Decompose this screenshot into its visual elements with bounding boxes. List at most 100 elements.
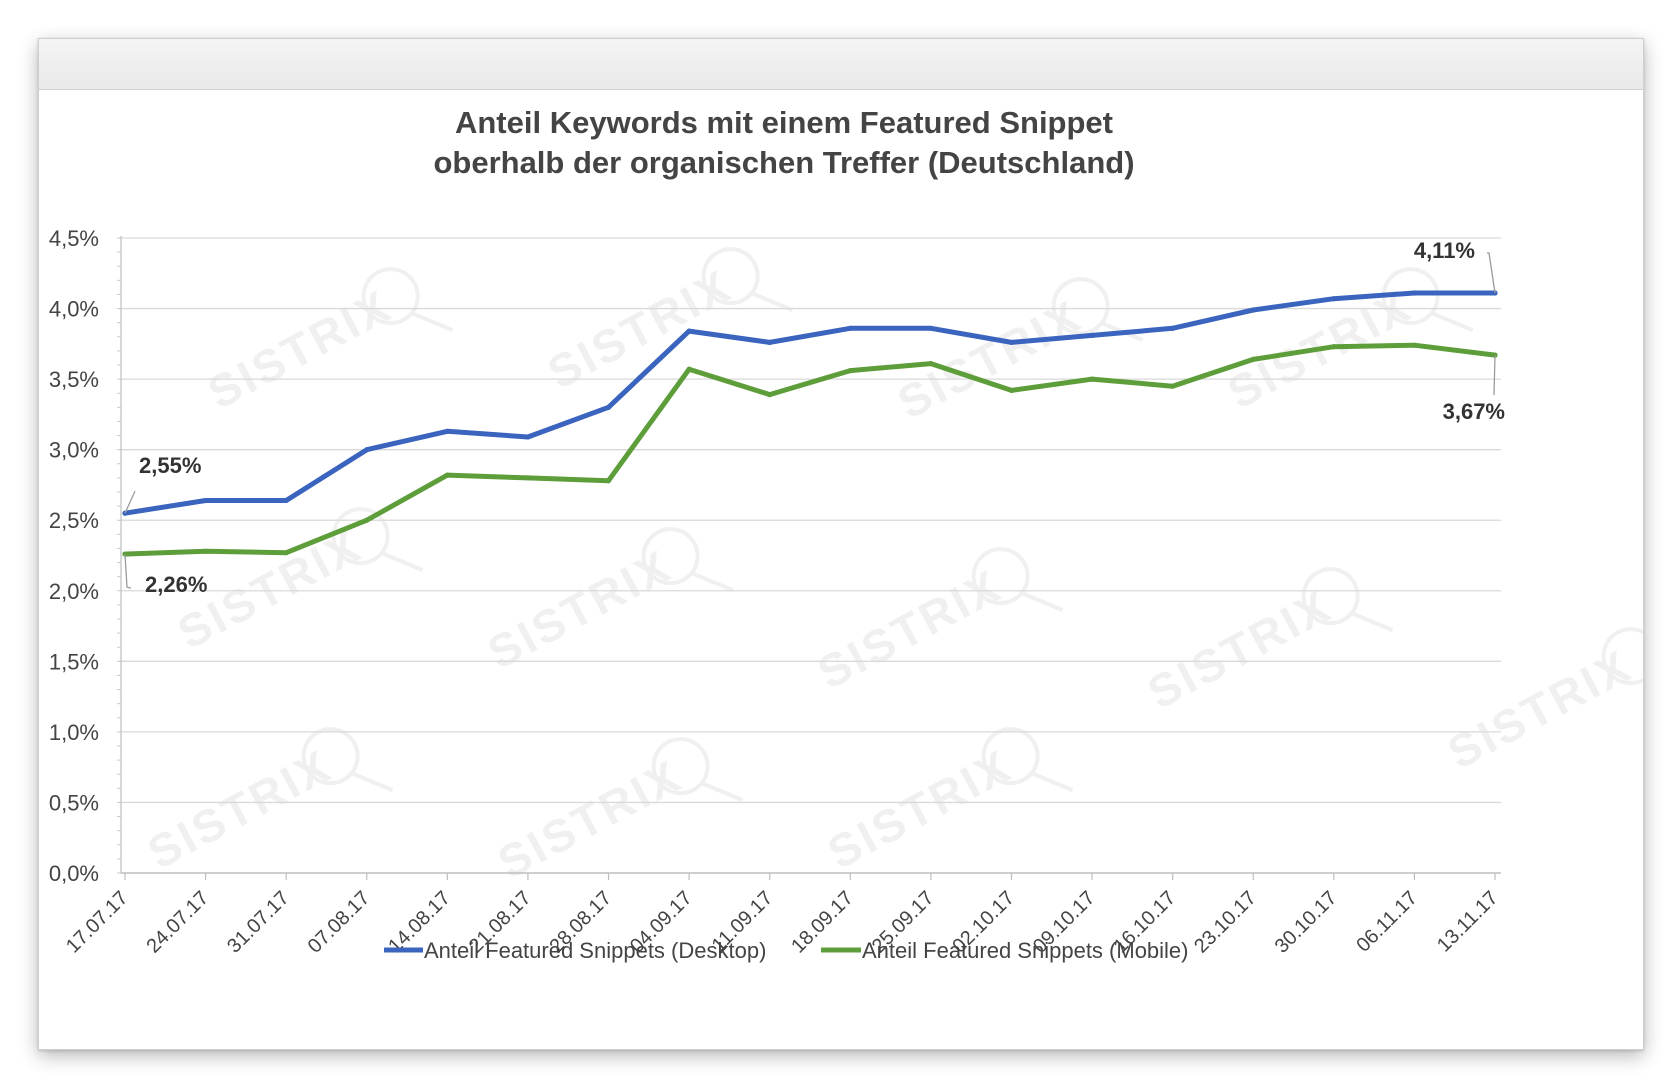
line-chart: SISTRIX SISTRIX SISTRIX SISTRIX SISTRIX SISTR… — [49, 105, 1676, 963]
data-point — [1170, 383, 1176, 389]
y-tick-label: 1,5% — [49, 649, 99, 674]
data-point — [1331, 344, 1337, 350]
x-tick-label: 07.08.17 — [304, 887, 375, 958]
magnifier-icon-handle — [700, 781, 744, 802]
watermark: SISTRIX — [889, 277, 1144, 429]
data-point — [122, 551, 128, 557]
watermark-text: SISTRIX — [1439, 639, 1640, 779]
x-tick-label: 30.10.17 — [1271, 887, 1342, 958]
data-point — [202, 548, 209, 554]
watermark-text: SISTRIX — [819, 739, 1020, 879]
data-labels: 2,55% 2,26% 4,11% 3,67% — [124, 238, 1505, 597]
watermark: SISTRIX — [809, 547, 1064, 699]
data-point — [1331, 296, 1337, 302]
magnifier-icon — [981, 727, 1074, 792]
watermark-layer: SISTRIX SISTRIX SISTRIX SISTRIX SISTRIX SISTR… — [139, 247, 1676, 889]
data-point — [1250, 356, 1256, 362]
magnifier-icon-handle — [410, 311, 454, 332]
watermark-text: SISTRIX — [809, 559, 1010, 699]
x-tick-label: 18.09.17 — [787, 887, 858, 958]
magnifier-icon-handle — [750, 291, 794, 312]
watermark: SISTRIX — [489, 737, 744, 889]
watermark: SISTRIX — [1439, 627, 1676, 779]
data-point — [525, 475, 531, 481]
magnifier-icon-handle — [1020, 591, 1064, 612]
chart-title-line-1: Anteil Keywords mit einem Featured Snipp… — [455, 105, 1113, 140]
data-point — [202, 497, 209, 504]
y-tick-label: 3,5% — [49, 367, 99, 392]
data-point — [605, 404, 612, 410]
y-tick-label: 0,0% — [49, 861, 99, 886]
magnifier-icon — [651, 737, 744, 802]
x-tick-label: 17.07.17 — [62, 887, 133, 958]
data-point — [1411, 290, 1418, 296]
data-point — [847, 368, 853, 374]
magnifier-icon-handle — [1350, 611, 1394, 632]
data-point — [525, 434, 531, 440]
magnifier-icon-lens — [1051, 277, 1110, 336]
series-layer — [122, 290, 1498, 557]
watermark-text: SISTRIX — [479, 539, 680, 679]
watermark-text: SISTRIX — [139, 739, 340, 879]
y-tick-label: 0,5% — [49, 790, 99, 815]
chart-title-line-2: oberhalb der organischen Treffer (Deutsc… — [433, 145, 1134, 180]
data-point — [444, 472, 450, 478]
data-point — [928, 325, 934, 331]
magnifier-icon-lens — [981, 727, 1040, 786]
series-line-mobile — [122, 342, 1498, 557]
data-point — [1170, 325, 1176, 331]
chart-container: SISTRIX SISTRIX SISTRIX SISTRIX SISTRIX SISTR… — [39, 90, 1676, 1049]
x-tick-label: 31.07.17 — [223, 887, 294, 958]
legend: Anteil Featured Snippets (Desktop) Antei… — [384, 938, 1189, 963]
watermark: SISTRIX — [1139, 567, 1394, 719]
series-line-desktop — [122, 290, 1498, 516]
y-tick-label: 4,5% — [49, 226, 99, 251]
window-titlebar — [39, 39, 1643, 90]
magnifier-icon — [701, 247, 794, 312]
data-point — [283, 497, 289, 504]
magnifier-icon-handle — [1430, 311, 1474, 332]
x-tick-label: 13.11.17 — [1433, 887, 1503, 957]
data-label: 3,67% — [1443, 399, 1505, 424]
data-point — [364, 517, 370, 523]
data-point — [283, 550, 289, 556]
watermark-text: SISTRIX — [889, 289, 1090, 429]
data-label-leader — [124, 490, 136, 514]
watermark: SISTRIX — [479, 527, 734, 679]
magnifier-icon — [361, 267, 454, 332]
magnifier-icon-lens — [1301, 567, 1360, 626]
data-label: 2,55% — [139, 453, 201, 478]
legend-label-mobile: Anteil Featured Snippets (Mobile) — [862, 938, 1189, 963]
y-tick-label: 2,5% — [49, 508, 99, 533]
legend-label-desktop: Anteil Featured Snippets (Desktop) — [424, 938, 766, 963]
magnifier-icon-handle — [1030, 771, 1074, 792]
data-point — [1008, 387, 1015, 393]
data-point — [364, 447, 370, 453]
magnifier-icon-handle — [380, 551, 424, 572]
data-label: 4,11% — [1414, 238, 1475, 263]
data-label-leader — [1493, 355, 1496, 396]
watermark-text: SISTRIX — [489, 749, 690, 889]
data-point — [1411, 342, 1418, 348]
data-point — [928, 360, 934, 367]
magnifier-icon-lens — [641, 527, 700, 586]
data-point — [686, 328, 692, 334]
data-point — [847, 325, 853, 331]
data-point — [686, 366, 692, 372]
magnifier-icon-lens — [971, 547, 1030, 606]
magnifier-icon — [301, 727, 394, 792]
data-label: 2,26% — [145, 572, 207, 597]
y-tick-label: 3,0% — [49, 438, 99, 463]
magnifier-icon-lens — [301, 727, 360, 786]
magnifier-icon-handle — [350, 771, 394, 792]
data-label-leader — [124, 554, 132, 589]
data-label-leader — [1487, 252, 1496, 294]
magnifier-icon-handle — [690, 571, 734, 592]
watermark-text: SISTRIX — [1139, 579, 1340, 719]
data-point — [1250, 307, 1256, 313]
data-point — [444, 428, 450, 434]
watermark: SISTRIX — [199, 267, 454, 419]
data-point — [767, 392, 773, 398]
data-point — [1089, 376, 1095, 382]
x-tick-label: 23.10.17 — [1190, 887, 1261, 958]
